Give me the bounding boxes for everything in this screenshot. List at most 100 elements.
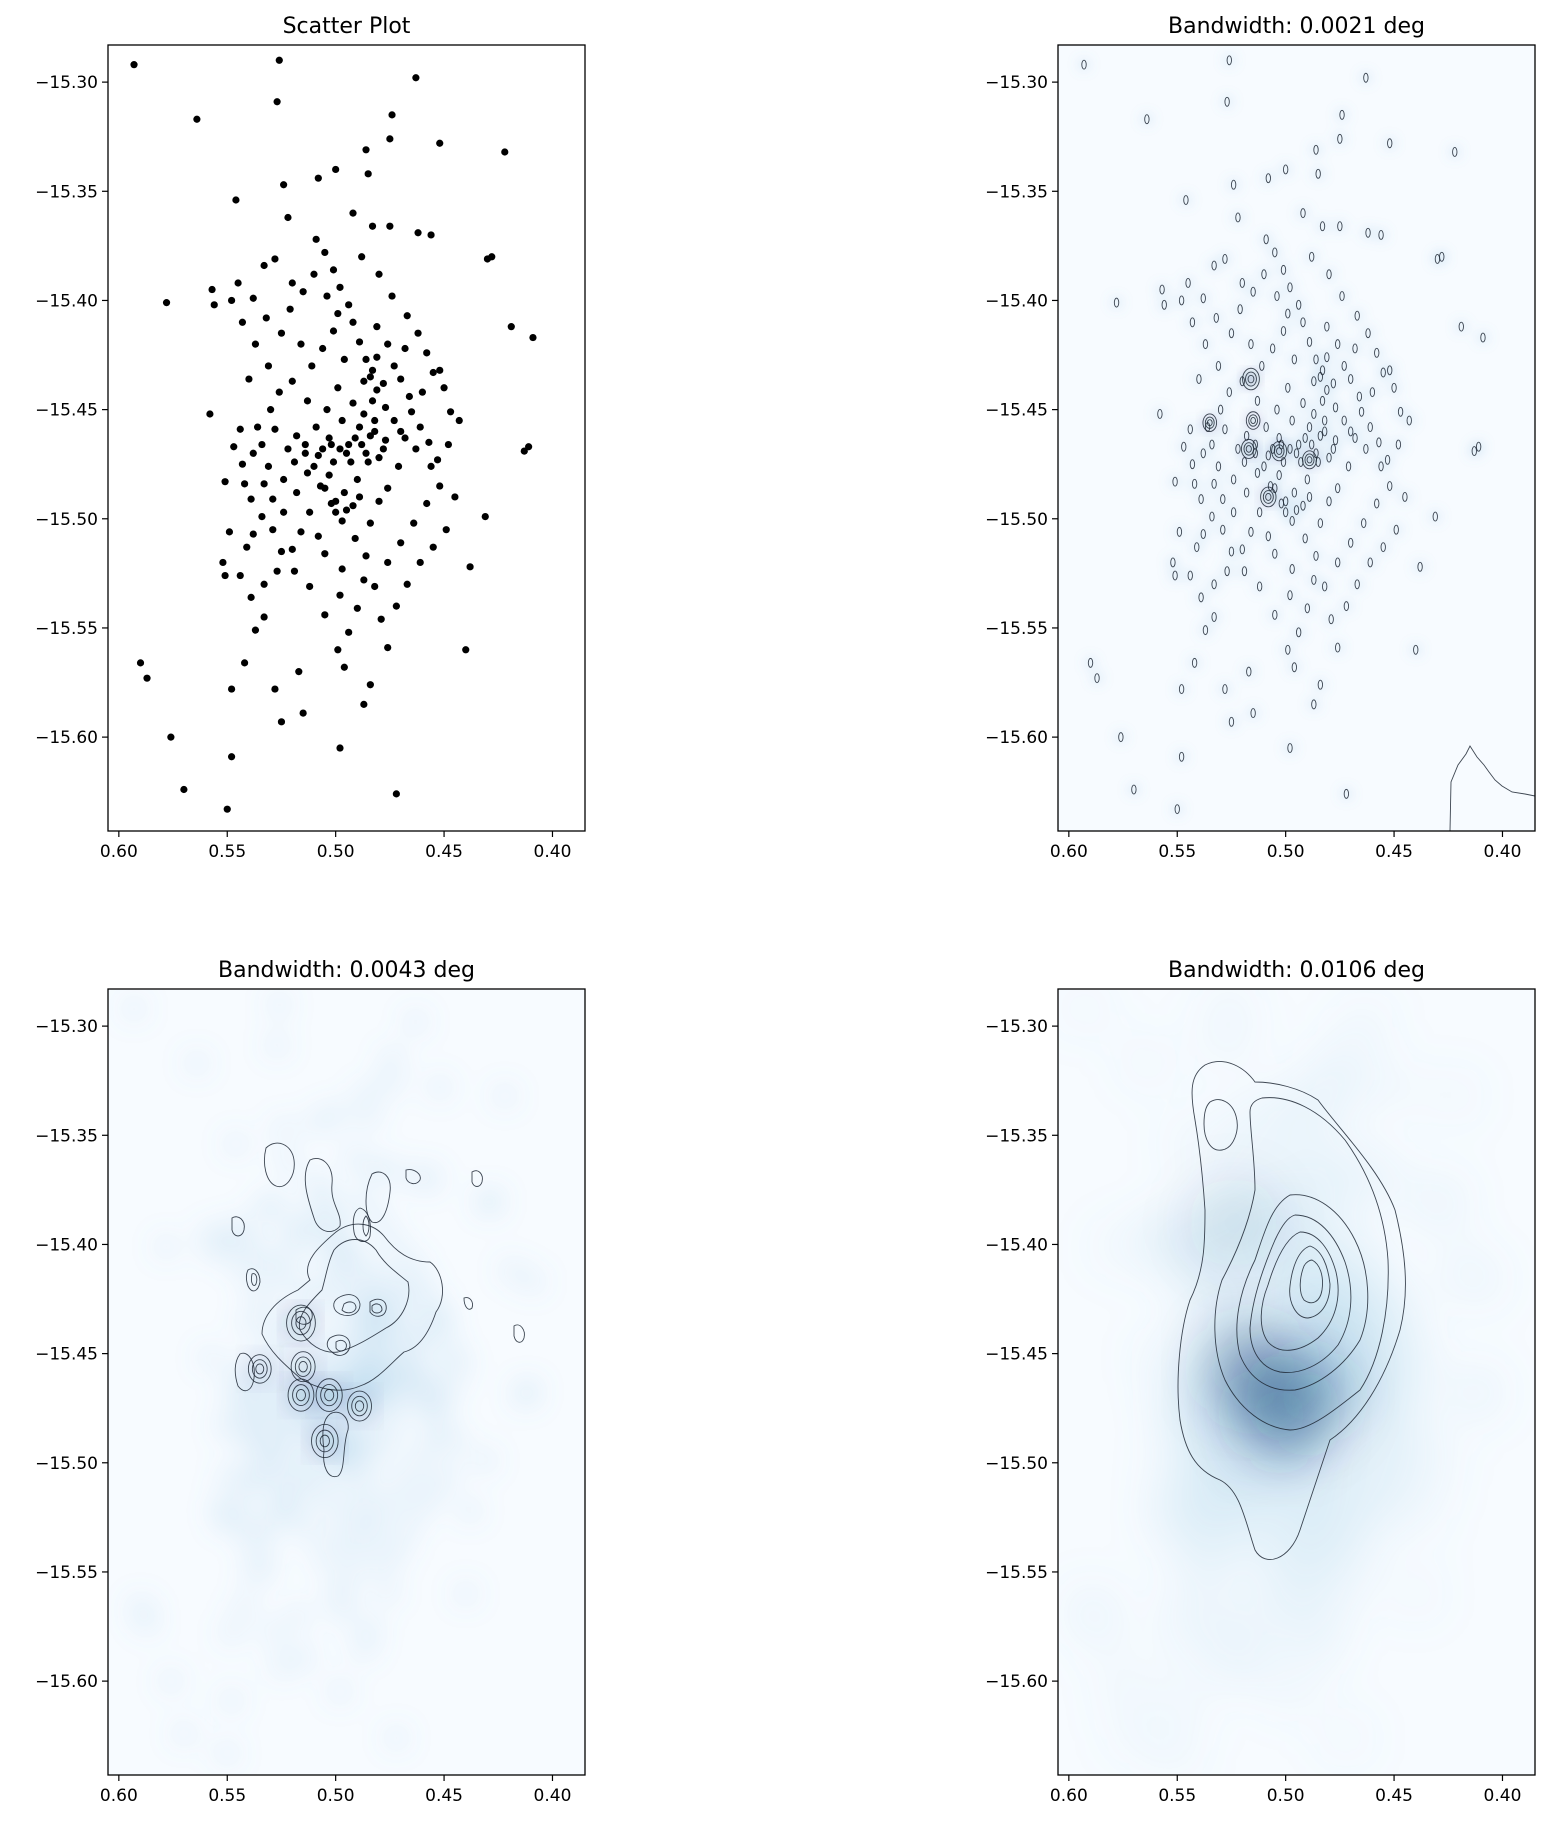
scatter-point xyxy=(254,423,262,431)
scatter-point xyxy=(340,355,348,363)
density-blob xyxy=(445,1431,464,1450)
point-contour xyxy=(1144,114,1150,125)
scatter-point xyxy=(427,462,435,470)
scatter-point xyxy=(436,139,444,147)
scatter-point xyxy=(321,484,329,492)
scatter-point xyxy=(347,458,355,466)
scatter-point xyxy=(297,340,305,348)
y-tick-label: −15.45 xyxy=(985,1345,1048,1365)
density-blob xyxy=(1332,339,1343,350)
point-contour xyxy=(1309,439,1315,450)
scatter-point xyxy=(193,115,201,123)
density-blob xyxy=(1339,415,1350,426)
density-blob xyxy=(1343,461,1354,472)
density-blob xyxy=(300,1521,319,1540)
peak-contour xyxy=(286,1304,316,1342)
scatter-point xyxy=(251,626,260,634)
density-blob xyxy=(1196,494,1207,505)
density-blob xyxy=(1328,443,1339,454)
density-blob xyxy=(1282,644,1293,655)
panel-title: Scatter Plot xyxy=(283,14,411,39)
point-contour xyxy=(1170,557,1176,568)
scatter-point xyxy=(340,663,348,671)
density-blob xyxy=(1170,570,1181,581)
scatter-point xyxy=(273,567,281,575)
density-blob xyxy=(304,1401,323,1420)
density-blob xyxy=(270,995,289,1014)
density-blob xyxy=(1311,144,1322,155)
density-blob xyxy=(1345,426,1356,437)
scatter-point xyxy=(319,445,327,453)
point-contour xyxy=(1198,494,1204,505)
density-blob xyxy=(1308,699,1319,710)
density-blob xyxy=(1317,395,1328,406)
point-contour xyxy=(1302,433,1308,443)
density-blob xyxy=(125,999,144,1018)
density-blob xyxy=(1278,264,1289,275)
contour-line xyxy=(341,1301,357,1314)
density-blob xyxy=(1215,404,1226,415)
point-contour xyxy=(1220,494,1226,505)
scatter-point xyxy=(427,231,435,239)
point-contour xyxy=(1243,487,1250,498)
point-contour xyxy=(1213,312,1219,323)
point-contour xyxy=(1211,612,1217,622)
point-contour xyxy=(1313,354,1319,365)
point-contour xyxy=(1256,507,1263,518)
density-blob xyxy=(1365,422,1376,433)
scatter-point xyxy=(338,416,346,425)
density-blob xyxy=(1393,1348,1426,1381)
density-blob xyxy=(1345,374,1356,385)
density-blob xyxy=(222,1235,241,1254)
point-contour xyxy=(1272,609,1278,620)
scatter-point xyxy=(397,427,405,436)
point-contour xyxy=(1248,526,1254,537)
point-contour xyxy=(1200,448,1206,459)
density-blob xyxy=(378,1582,397,1601)
density-blob xyxy=(1352,310,1363,321)
density-blob xyxy=(1241,430,1252,441)
scatter-point xyxy=(392,602,400,610)
density-blob xyxy=(1293,627,1304,638)
density-blob xyxy=(1200,625,1211,636)
scatter-point xyxy=(306,582,314,591)
point-contour xyxy=(1228,716,1235,727)
point-contour xyxy=(1369,387,1376,398)
density-blob xyxy=(1382,1372,1415,1405)
scatter-point xyxy=(368,397,377,405)
density-blob xyxy=(1254,507,1265,518)
point-contour xyxy=(1222,684,1228,695)
point-contour xyxy=(1300,398,1306,409)
density-blob xyxy=(411,1497,430,1516)
density-blob xyxy=(1273,1676,1306,1709)
peak-contour xyxy=(1306,456,1313,464)
peak-contour xyxy=(315,1429,334,1453)
y-tick-label: −15.30 xyxy=(35,1017,98,1037)
x-tick-label: 0.55 xyxy=(1158,842,1196,862)
scatter-point xyxy=(433,456,442,464)
density-peak xyxy=(288,1311,313,1336)
axes-frame xyxy=(107,44,586,832)
point-contour xyxy=(1315,168,1321,179)
density-blob xyxy=(1170,476,1181,487)
density-blob xyxy=(1330,435,1341,446)
point-contour xyxy=(1311,574,1317,585)
peak-contour xyxy=(1250,417,1256,425)
density-blob xyxy=(328,1322,347,1341)
density-blob xyxy=(1111,297,1122,308)
scatter-point xyxy=(362,146,370,154)
point-contour xyxy=(1306,422,1313,433)
density-blob xyxy=(1321,384,1332,395)
density-blob xyxy=(1328,378,1339,389)
point-contour xyxy=(1293,505,1300,515)
scatter-point xyxy=(269,495,277,503)
scatter-point xyxy=(373,323,381,331)
contour-line xyxy=(246,1268,261,1292)
density-blob xyxy=(1274,470,1285,481)
scatter-point xyxy=(355,338,364,346)
contour-line xyxy=(1203,1099,1238,1151)
density-blob xyxy=(1092,673,1103,684)
density-blob xyxy=(1371,347,1382,358)
density-blob xyxy=(1373,1071,1406,1104)
